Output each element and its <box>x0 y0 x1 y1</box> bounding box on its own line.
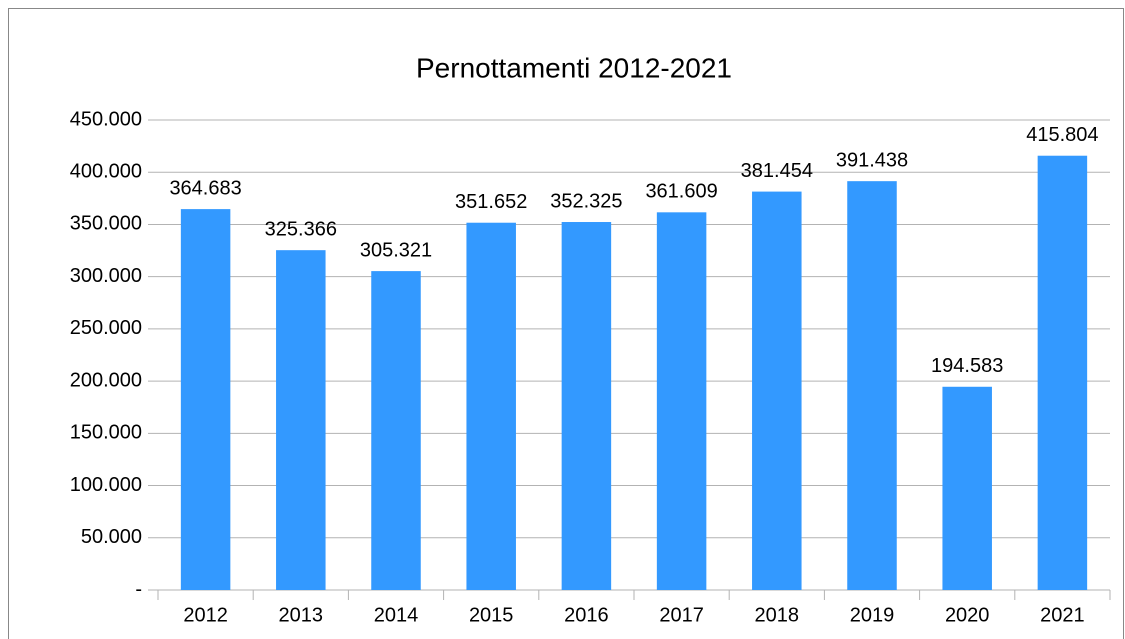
bar <box>942 386 992 590</box>
x-tick-label: 2015 <box>469 604 514 626</box>
y-tick-label: 100.000 <box>70 474 142 496</box>
y-tick-label: 250.000 <box>70 317 142 339</box>
data-label: 361.609 <box>645 181 717 203</box>
data-label: 352.325 <box>550 190 622 212</box>
bar <box>1037 155 1088 590</box>
data-label: 391.438 <box>836 149 908 171</box>
x-tick-label: 2017 <box>659 604 704 626</box>
y-tick-label: 400.000 <box>70 161 142 183</box>
bar <box>276 250 326 591</box>
x-tick-label: 2016 <box>564 604 609 626</box>
y-tick-label: 50.000 <box>81 526 142 548</box>
x-tick-label: 2014 <box>374 604 419 626</box>
y-tick-label: 350.000 <box>70 213 142 235</box>
data-label: 381.454 <box>741 160 813 182</box>
bar <box>371 271 421 590</box>
y-tick-label: - <box>135 578 142 600</box>
y-tick-label: 150.000 <box>70 422 142 444</box>
x-tick-label: 2021 <box>1040 604 1085 626</box>
data-label: 194.583 <box>931 355 1003 377</box>
bar <box>847 181 897 591</box>
bar <box>656 212 707 590</box>
x-tick-label: 2018 <box>755 604 800 626</box>
data-label: 351.652 <box>455 191 527 213</box>
x-tick-label: 2019 <box>850 604 895 626</box>
bar <box>561 222 612 590</box>
chart-title: Pernottamenti 2012-2021 <box>416 52 732 83</box>
data-label: 305.321 <box>360 239 432 261</box>
data-label: 415.804 <box>1026 124 1098 146</box>
x-tick-label: 2020 <box>945 604 990 626</box>
y-tick-label: 450.000 <box>70 108 142 130</box>
bar <box>752 191 802 591</box>
y-tick-label: 300.000 <box>70 265 142 287</box>
data-label: 325.366 <box>265 218 337 240</box>
x-tick-label: 2013 <box>279 604 324 626</box>
bar <box>466 222 516 590</box>
bar <box>180 209 231 590</box>
data-label: 364.683 <box>169 177 241 199</box>
x-tick-label: 2012 <box>183 604 228 626</box>
y-tick-label: 200.000 <box>70 369 142 391</box>
